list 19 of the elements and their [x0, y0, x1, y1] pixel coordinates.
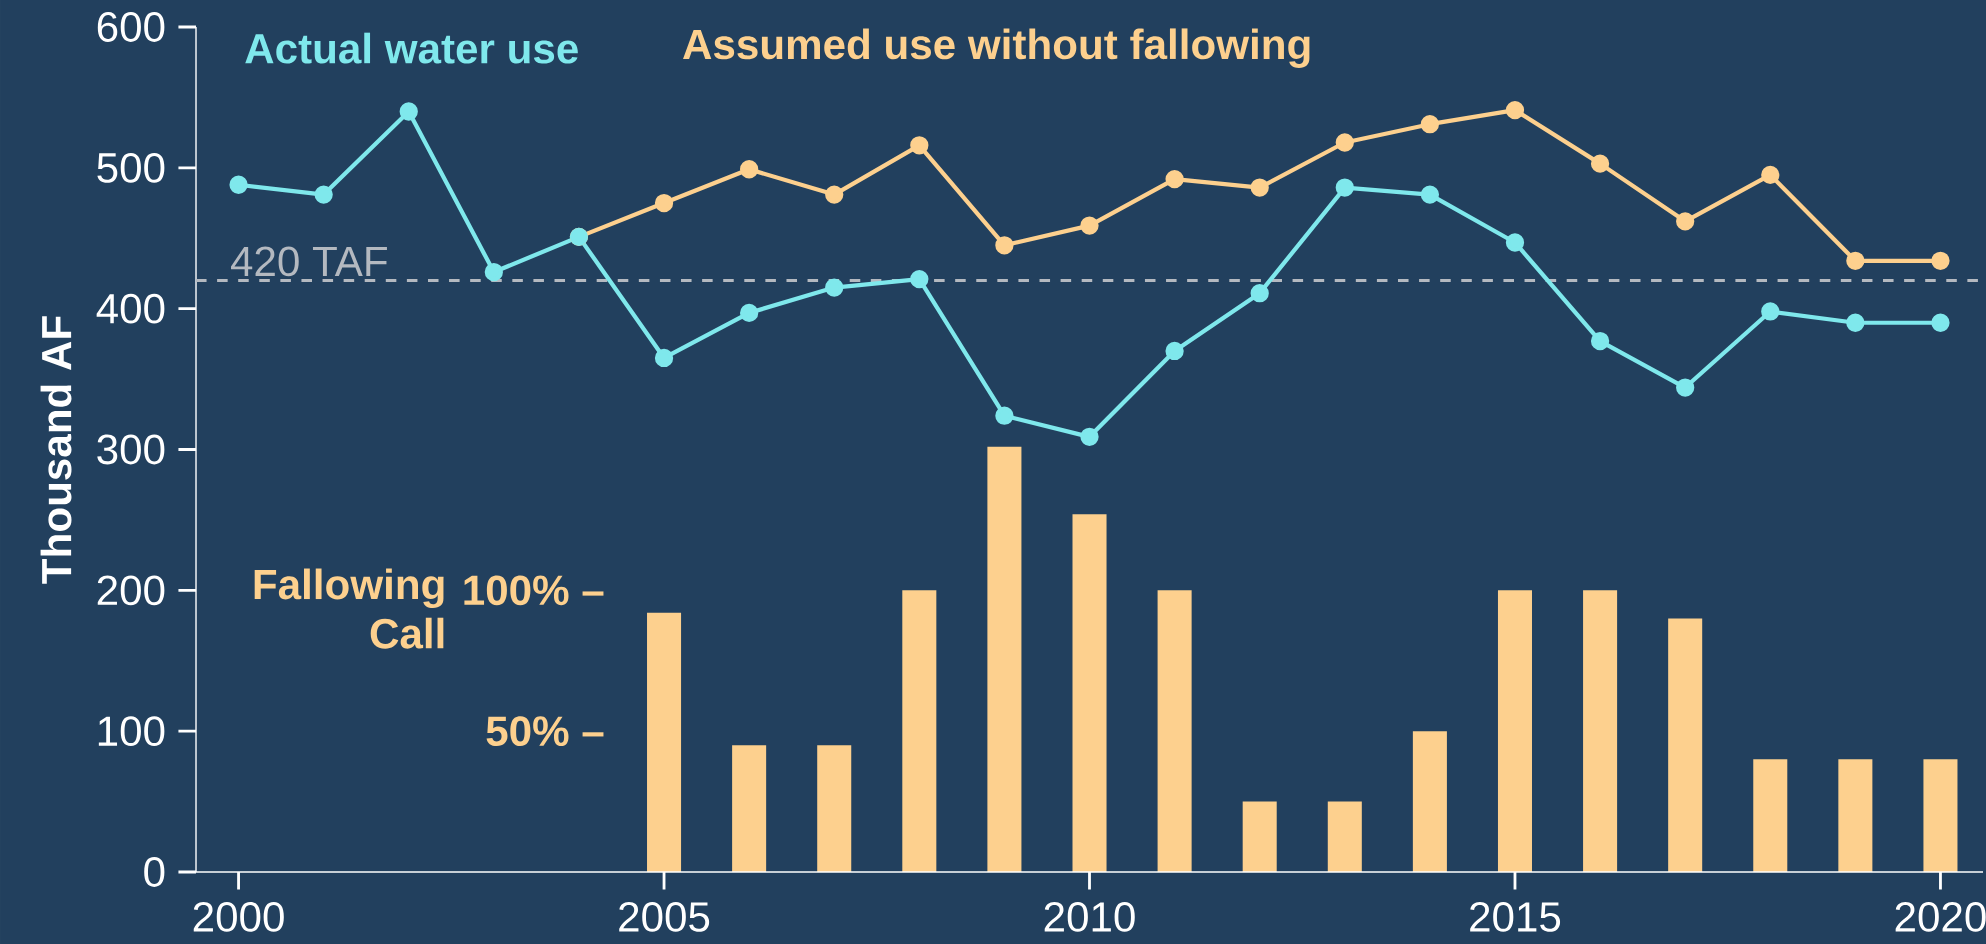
y-tick-label: 600: [97, 12, 165, 42]
y-axis-title: Thousand AF: [40, 316, 72, 584]
y2-tick-label: 100% –: [464, 575, 604, 606]
ref-line-label: 420 TAF: [231, 246, 387, 277]
series-label: Actual water use: [245, 32, 578, 64]
y-tick-label: 400: [96, 293, 165, 324]
x-tick-label: 2020: [1895, 901, 1986, 932]
x-tick-label: 2005: [619, 901, 710, 932]
x-tick-label: 2010: [1044, 901, 1135, 932]
series-label: Assumed use without fallowing: [683, 28, 1310, 68]
x-tick-label: 2000: [193, 901, 284, 932]
y-tick-label: 500: [97, 152, 165, 183]
y-tick-label: 0: [144, 857, 165, 887]
y2-axis-title: Fallowing Call: [254, 568, 444, 649]
x-tick-label: 2015: [1470, 901, 1561, 932]
y-tick-label: 300: [97, 434, 165, 465]
y-tick-label: 100: [98, 716, 165, 747]
y2-tick-label: 50% –: [486, 716, 604, 747]
y-tick-label: 200: [97, 575, 165, 606]
